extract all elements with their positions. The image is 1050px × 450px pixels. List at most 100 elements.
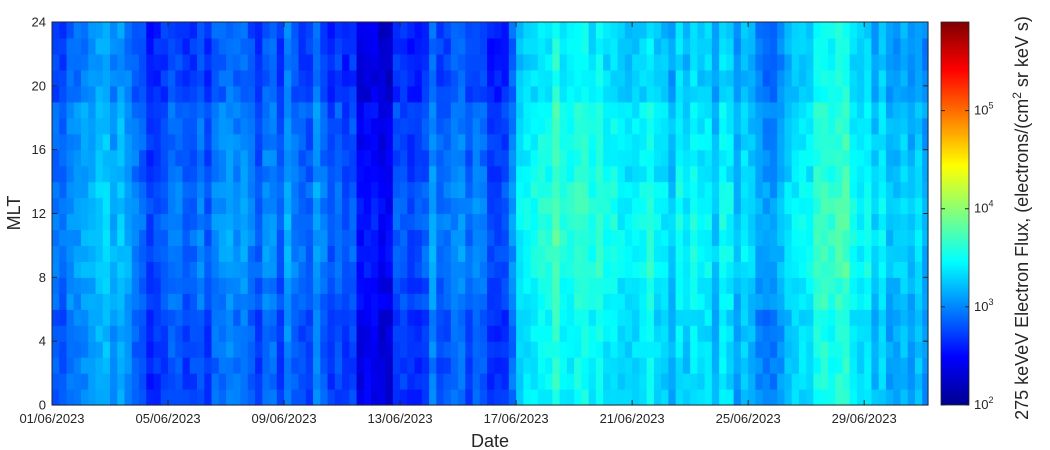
heatmap-cell xyxy=(465,213,474,231)
heatmap-cell xyxy=(806,325,815,342)
heatmap-cell xyxy=(110,133,118,151)
heatmap-cell xyxy=(66,85,75,103)
heatmap-cell xyxy=(305,389,314,406)
heatmap-cell xyxy=(81,229,89,247)
heatmap-cell xyxy=(784,101,793,119)
heatmap-cell xyxy=(849,69,858,87)
heatmap-cell xyxy=(595,277,604,294)
heatmap-cell xyxy=(320,22,329,39)
heatmap-cell xyxy=(922,373,929,390)
heatmap-cell xyxy=(516,22,524,39)
heatmap-cell xyxy=(262,341,271,358)
heatmap-cell xyxy=(806,117,815,135)
heatmap-cell xyxy=(494,229,503,247)
heatmap-cell xyxy=(363,325,372,342)
heatmap-cell xyxy=(682,341,691,358)
heatmap-cell xyxy=(334,357,343,374)
heatmap-cell xyxy=(661,389,669,406)
heatmap-cell xyxy=(733,37,742,55)
heatmap-cell xyxy=(704,277,713,294)
heatmap-cell xyxy=(59,117,68,135)
heatmap-cell xyxy=(653,261,662,278)
heatmap-cell xyxy=(407,325,416,342)
heatmap-cell xyxy=(864,277,873,294)
heatmap-cell xyxy=(704,85,713,103)
heatmap-cell xyxy=(632,181,640,199)
heatmap-cell xyxy=(871,309,880,326)
heatmap-cell xyxy=(153,101,162,119)
heatmap-cell xyxy=(871,69,880,87)
heatmap-cell xyxy=(298,133,307,151)
heatmap-cell xyxy=(450,389,459,406)
heatmap-cell xyxy=(175,101,184,119)
heatmap-cell xyxy=(690,53,698,71)
heatmap-cell xyxy=(769,245,778,262)
heatmap-cell xyxy=(842,277,851,294)
heatmap-cell xyxy=(516,197,524,215)
heatmap-cell xyxy=(407,213,416,231)
heatmap-cell xyxy=(682,37,691,55)
heatmap-cell xyxy=(697,277,706,294)
heatmap-cell xyxy=(784,37,793,55)
heatmap-cell xyxy=(545,229,553,247)
heatmap-cell xyxy=(501,197,510,215)
heatmap-cell xyxy=(160,261,169,278)
heatmap-cell xyxy=(110,325,118,342)
heatmap-cell xyxy=(262,22,271,39)
heatmap-cell xyxy=(95,133,104,151)
heatmap-cell xyxy=(146,69,155,87)
heatmap-cell xyxy=(914,245,923,262)
heatmap-cell xyxy=(682,69,691,87)
heatmap-cell xyxy=(385,117,394,135)
heatmap-cell xyxy=(175,197,184,215)
heatmap-cell xyxy=(465,261,474,278)
heatmap-cell xyxy=(102,341,111,358)
colorbar-tick-label: 104 xyxy=(974,199,993,216)
heatmap-cell xyxy=(581,277,590,294)
heatmap-cell xyxy=(429,293,437,310)
heatmap-cell xyxy=(262,165,271,183)
heatmap-cell xyxy=(160,165,169,183)
heatmap-cell xyxy=(827,165,836,183)
heatmap-cell xyxy=(922,149,929,167)
heatmap-cell xyxy=(798,149,807,167)
heatmap-cell xyxy=(131,53,140,71)
heatmap-cell xyxy=(878,101,887,119)
heatmap-cell xyxy=(472,309,481,326)
heatmap-cell xyxy=(436,69,445,87)
heatmap-cell xyxy=(479,53,488,71)
heatmap-cell xyxy=(494,389,503,406)
heatmap-cell xyxy=(552,373,561,390)
heatmap-cell xyxy=(646,389,655,406)
heatmap-cell xyxy=(704,197,713,215)
heatmap-cell xyxy=(465,117,474,135)
heatmap-cell xyxy=(791,309,800,326)
heatmap-cell xyxy=(878,117,887,135)
heatmap-cell xyxy=(146,165,155,183)
heatmap-cell xyxy=(581,261,590,278)
heatmap-cell xyxy=(52,245,60,262)
heatmap-cell xyxy=(313,277,321,294)
heatmap-cell xyxy=(458,341,466,358)
heatmap-cell xyxy=(284,53,292,71)
heatmap-cell xyxy=(421,197,430,215)
heatmap-cell xyxy=(653,149,662,167)
heatmap-cell xyxy=(334,37,343,55)
heatmap-cell xyxy=(204,85,213,103)
heatmap-cell xyxy=(574,309,582,326)
heatmap-cell xyxy=(537,197,546,215)
heatmap-cell xyxy=(595,85,604,103)
heatmap-cell xyxy=(371,165,379,183)
heatmap-cell xyxy=(247,277,256,294)
heatmap-cell xyxy=(233,229,242,247)
heatmap-cell xyxy=(574,389,582,406)
heatmap-cell xyxy=(849,229,858,247)
heatmap-cell xyxy=(733,101,742,119)
heatmap-cell xyxy=(827,213,836,231)
heatmap-cell xyxy=(639,133,648,151)
heatmap-cell xyxy=(436,22,445,39)
heatmap-cell xyxy=(421,181,430,199)
heatmap-cell xyxy=(458,197,466,215)
heatmap-cell xyxy=(508,133,517,151)
heatmap-cell xyxy=(479,85,488,103)
